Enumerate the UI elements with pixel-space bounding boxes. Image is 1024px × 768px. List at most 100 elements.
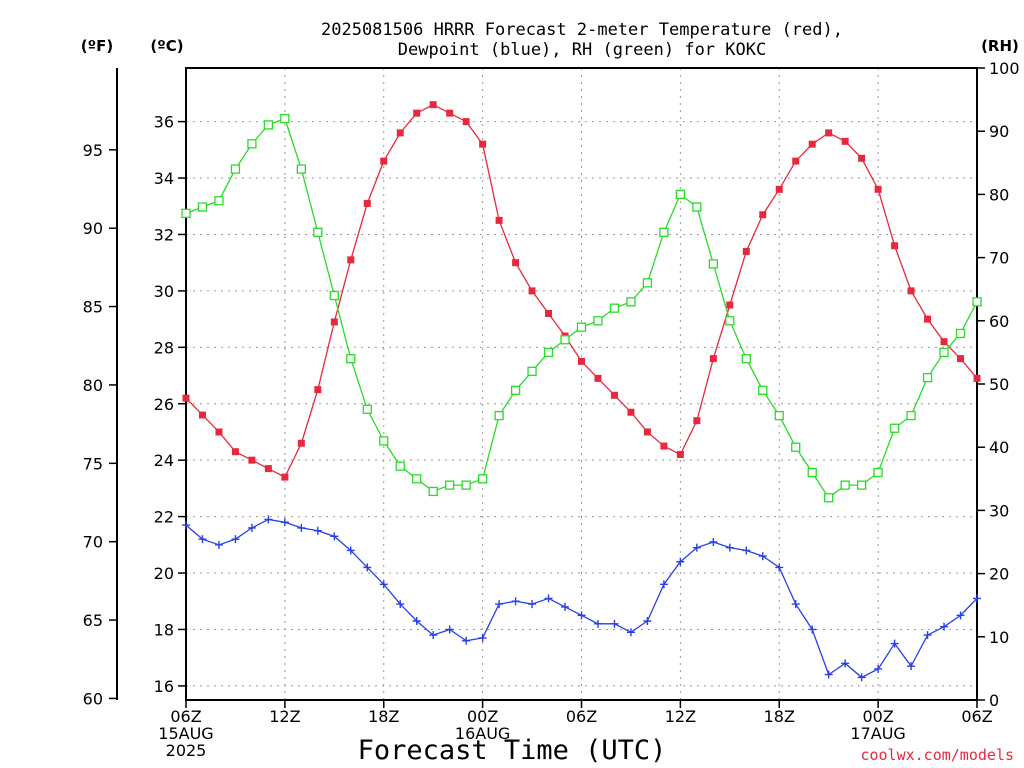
temperature-point xyxy=(742,247,750,255)
rh-point xyxy=(296,164,307,174)
axes: 60 65 70 75 80 85 90 95 16 18 20 22 24 26 28 30 32 34 36 0 1… xyxy=(83,59,1020,710)
rh-point xyxy=(824,493,834,503)
rh-tick-label: 40 xyxy=(989,438,1009,457)
dewpoint-point xyxy=(643,617,652,625)
temperature-point xyxy=(363,199,371,207)
dewpoint-point xyxy=(462,636,471,645)
dewpoint-point xyxy=(561,602,570,611)
rh-point xyxy=(263,120,274,130)
rh-point xyxy=(412,474,422,484)
rh-point xyxy=(379,436,389,446)
dewpoint-point xyxy=(791,600,800,609)
x-tick-label: 18Z xyxy=(764,707,795,726)
celsius-tick-label: 16 xyxy=(154,677,174,696)
temperature-point xyxy=(924,315,932,323)
x-tick-label: 16AUG xyxy=(455,724,510,743)
rh-point xyxy=(362,404,372,414)
temperature-point xyxy=(495,216,503,224)
fahrenheit-tick-label: 65 xyxy=(83,611,103,630)
dewpoint-point xyxy=(363,563,372,572)
dewpoint-point xyxy=(330,532,339,541)
rh-point xyxy=(659,227,669,237)
rh-point xyxy=(428,486,438,497)
rh-point xyxy=(873,467,883,478)
fahrenheit-unit-label: (ºF) xyxy=(81,37,113,55)
credit-label: coolwx.com/models xyxy=(860,746,1014,764)
dewpoint-point xyxy=(247,523,256,532)
dewpoint-point xyxy=(593,619,602,628)
rh-point xyxy=(230,164,241,174)
rh-point xyxy=(214,196,224,206)
temperature-point xyxy=(792,157,800,165)
dewpoint-point xyxy=(626,628,635,637)
rh-tick-label: 30 xyxy=(989,501,1009,520)
fahrenheit-tick-label: 95 xyxy=(83,141,103,160)
temperature-point xyxy=(297,439,305,447)
rh-point xyxy=(445,480,455,490)
temperature-point xyxy=(446,109,454,117)
rh-point xyxy=(906,410,916,421)
temperature-point xyxy=(858,154,866,162)
x-tick-label: 12Z xyxy=(665,707,696,726)
rh-point xyxy=(477,474,488,484)
dewpoint-point xyxy=(445,625,454,634)
fahrenheit-tick-label: 80 xyxy=(83,376,103,395)
celsius-tick-label: 24 xyxy=(154,451,174,470)
rh-point xyxy=(725,316,735,326)
series-filled-square xyxy=(182,101,981,481)
dewpoint-point xyxy=(808,625,817,634)
celsius-tick-label: 26 xyxy=(154,395,174,414)
rh-point xyxy=(807,467,817,478)
rh-point xyxy=(329,290,339,301)
temperature-point xyxy=(248,456,256,464)
rh-tick-label: 100 xyxy=(989,59,1020,78)
series-plus xyxy=(182,515,981,682)
rh-point xyxy=(543,347,554,358)
temperature-point xyxy=(891,242,899,250)
rh-tick-label: 50 xyxy=(989,375,1009,394)
dewpoint-point xyxy=(511,597,520,606)
rh-point xyxy=(708,259,718,269)
dewpoint-point xyxy=(923,631,932,640)
temperature-point xyxy=(973,374,981,382)
dewpoint-point xyxy=(775,563,784,572)
temperature-point xyxy=(594,374,602,382)
rh-point xyxy=(593,316,603,326)
rh-point xyxy=(461,480,471,490)
temperature-point xyxy=(264,465,272,473)
fahrenheit-tick-label: 75 xyxy=(83,454,103,473)
temperature-point xyxy=(874,185,882,193)
temperature-point xyxy=(281,473,289,481)
dewpoint-point xyxy=(297,523,306,532)
rh-point xyxy=(889,423,900,433)
rh-point xyxy=(856,480,867,490)
x-tick-label: 15AUG xyxy=(158,724,213,743)
temperature-point xyxy=(676,451,684,459)
rh-point xyxy=(197,202,208,212)
dewpoint-point xyxy=(758,552,767,561)
temperature-point xyxy=(578,357,585,365)
temperature-point xyxy=(660,442,668,450)
chart-title-line-1: 2025081506 HRRR Forecast 2-meter Tempera… xyxy=(321,20,843,40)
temperature-point xyxy=(709,355,717,363)
celsius-tick-label: 30 xyxy=(154,282,174,301)
dewpoint-point xyxy=(907,662,916,671)
rh-point xyxy=(609,303,620,313)
dewpoint-point xyxy=(264,515,273,524)
dewpoint-point xyxy=(280,518,289,527)
temperature-point xyxy=(957,355,965,363)
celsius-tick-label: 20 xyxy=(154,564,174,583)
fahrenheit-tick-label: 85 xyxy=(83,298,103,317)
celsius-tick-label: 34 xyxy=(154,169,174,188)
temperature-point xyxy=(775,185,783,193)
temperature-point xyxy=(396,129,404,137)
dewpoint-point xyxy=(379,580,388,589)
fahrenheit-tick-label: 70 xyxy=(83,533,103,552)
rh-point xyxy=(692,202,702,212)
rh-point xyxy=(181,208,191,219)
dewpoint-point xyxy=(973,594,981,603)
dewpoint-point xyxy=(495,600,504,609)
temperature-point xyxy=(610,391,618,399)
